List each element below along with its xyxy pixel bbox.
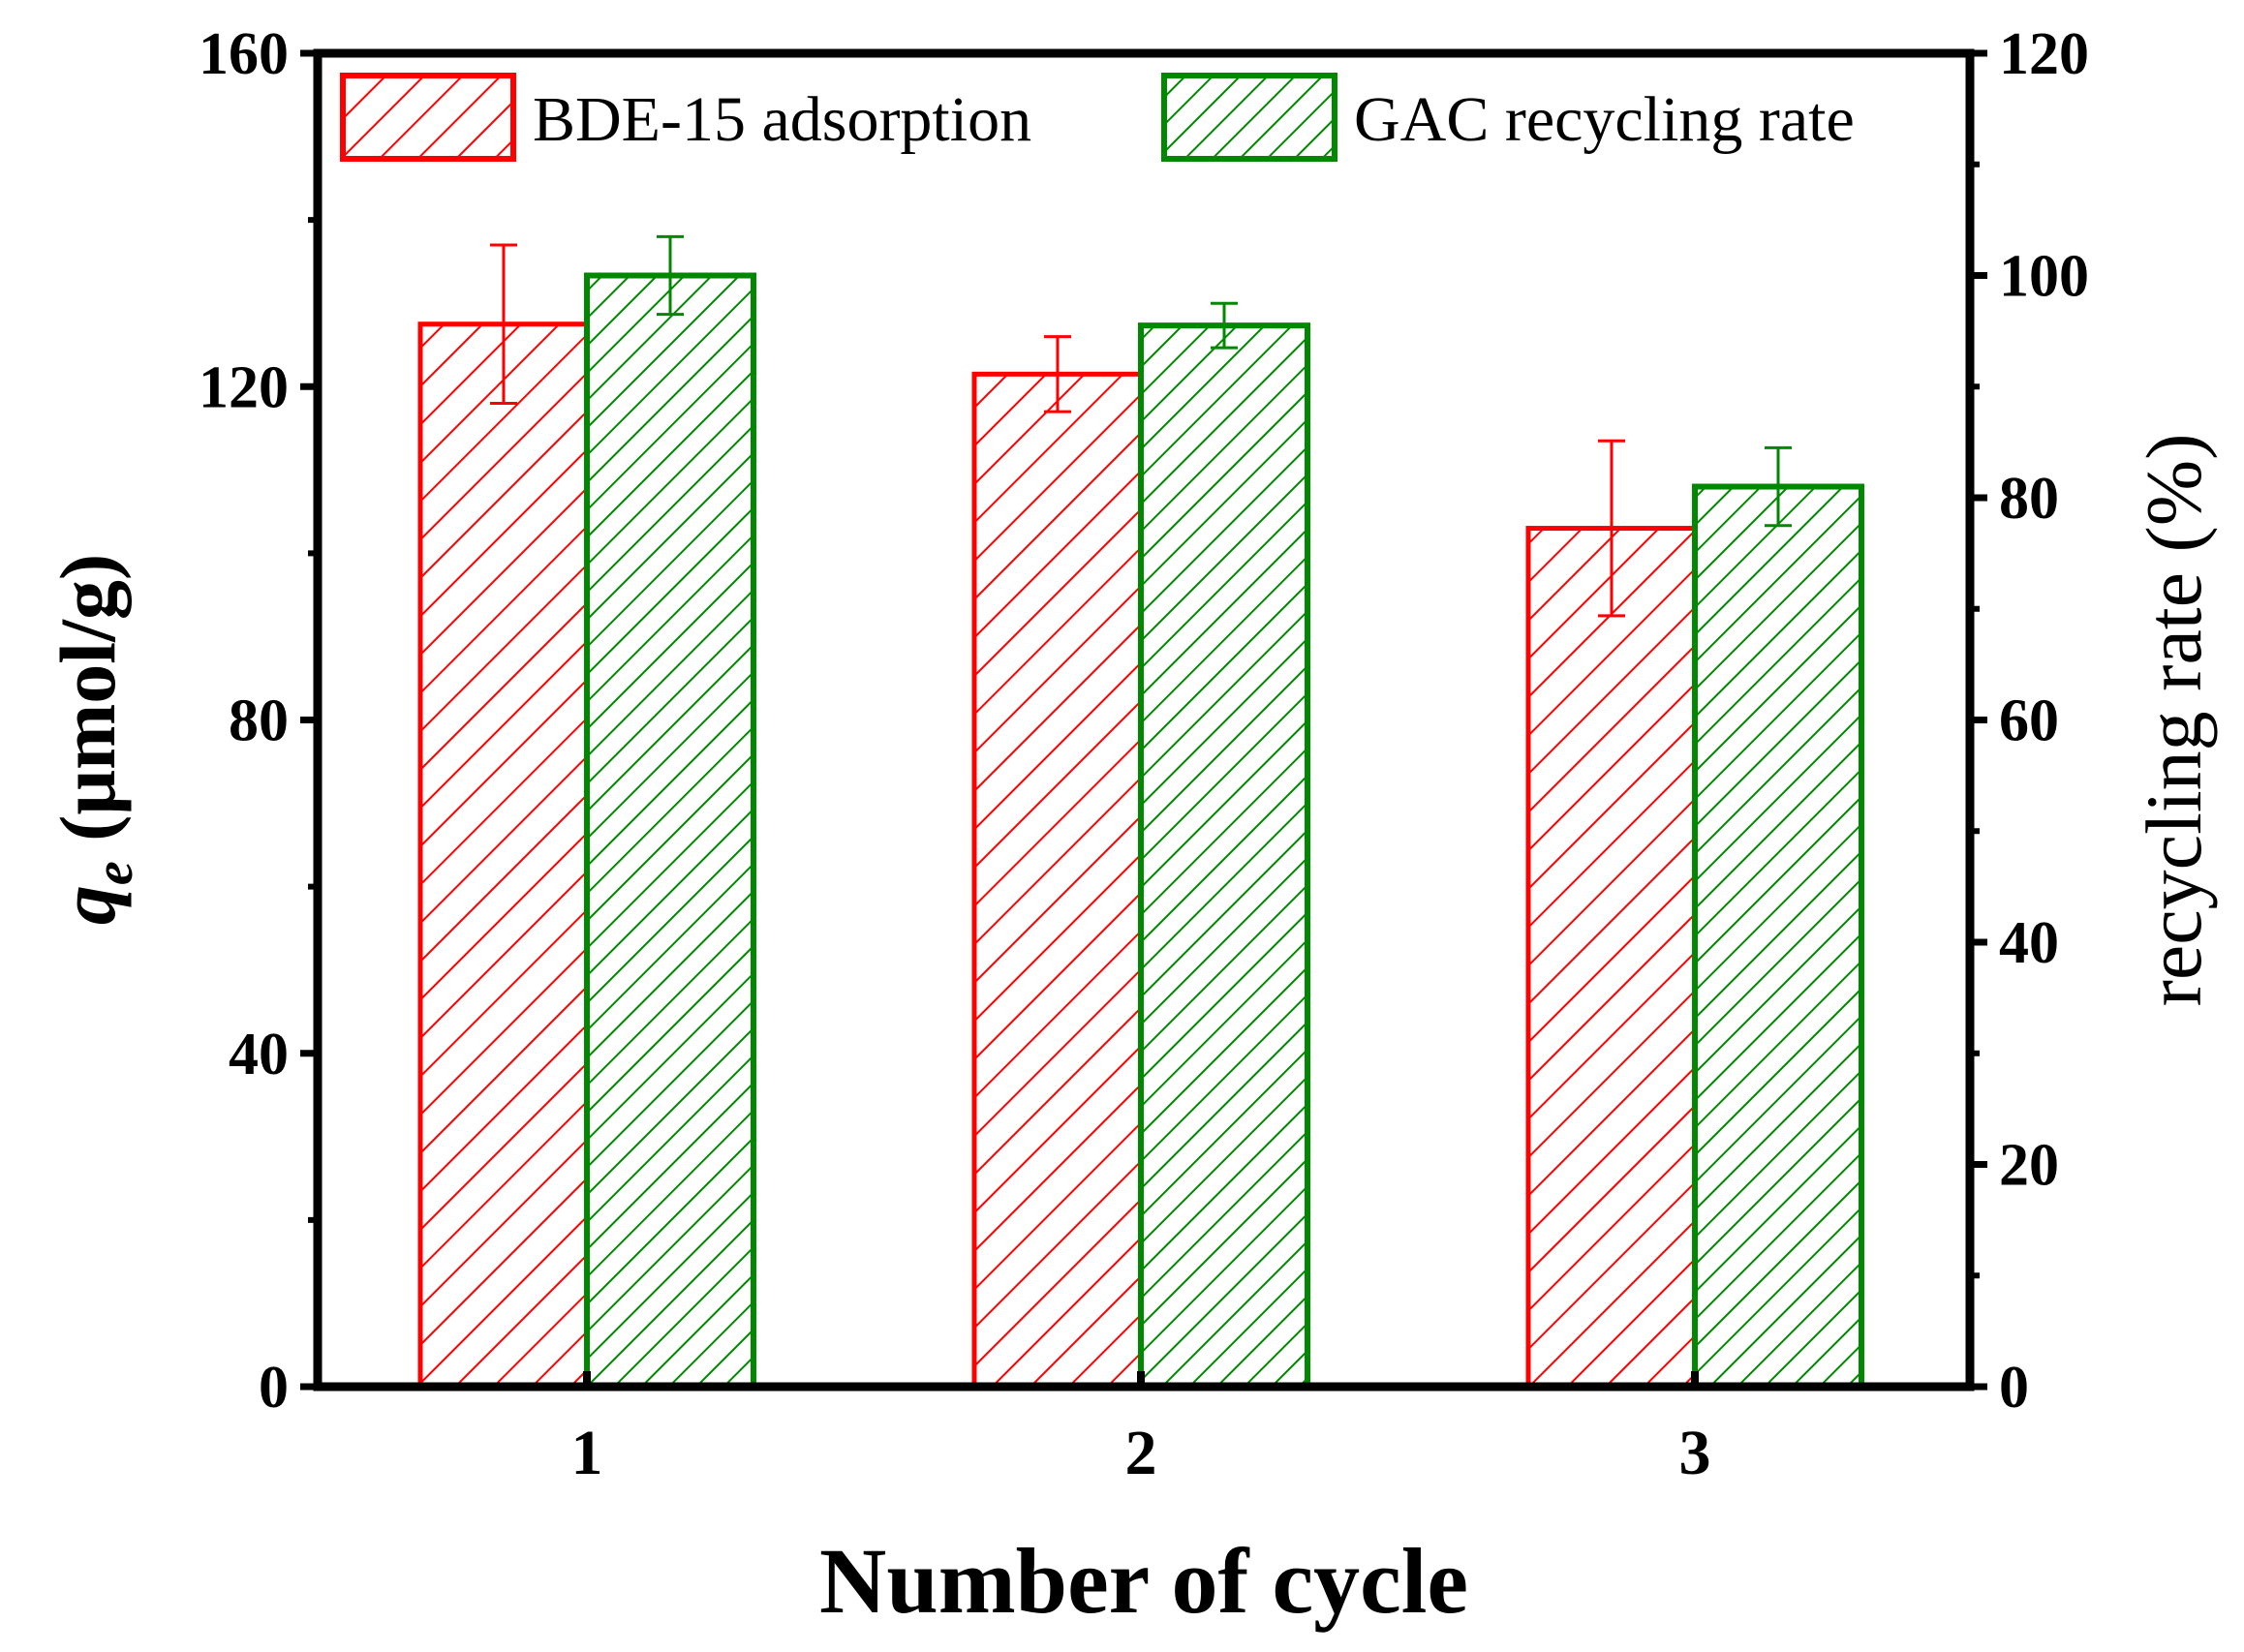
y2-tick-label: 120 (1999, 21, 2089, 87)
legend-swatch-gac (1161, 73, 1337, 162)
y2-axis-title: recycling rate (%) (2130, 434, 2218, 1007)
y2-tick-label: 60 (1999, 688, 2059, 754)
legend: BDE-15 adsorption GAC recycling rate (340, 73, 1855, 162)
x-tick-label: 3 (1679, 1418, 1711, 1488)
x-tick-label: 2 (1125, 1418, 1157, 1488)
axis-labels: Number of cycle qe (μmol/g) recycling rate… (44, 434, 2218, 1633)
x-axis-title: Number of cycle (819, 1529, 1468, 1633)
bar-gac-cycle-1 (584, 272, 756, 1390)
y2-tick-label: 40 (1999, 910, 2059, 976)
legend-label-bde15: BDE-15 adsorption (533, 84, 1031, 155)
bar-gac-cycle-2 (1138, 322, 1310, 1391)
y-axis-title: qe (μmol/g) (44, 554, 144, 925)
y-tick-label: 160 (199, 21, 289, 87)
y2-tick-label: 20 (1999, 1133, 2059, 1199)
bars-layer (417, 234, 1864, 1391)
y-tick-label: 0 (259, 1355, 289, 1421)
y-tick-label: 80 (229, 688, 289, 754)
bar-gac-cycle-3 (1692, 483, 1864, 1390)
y2-tick-label: 80 (1999, 466, 2059, 532)
y-tick-label: 40 (229, 1022, 289, 1087)
x-tick-label: 1 (571, 1418, 603, 1488)
y-axis-subscript: e (84, 861, 144, 885)
legend-label-gac: GAC recycling rate (1354, 84, 1855, 155)
axes-layer: 0 40 80 120 160 0 20 40 60 80 100 120 1 2 3 (199, 21, 2089, 1488)
y2-tick-label: 0 (1999, 1355, 2029, 1421)
y2-tick-label: 100 (1999, 244, 2089, 310)
bar-bde15-cycle-1 (417, 321, 590, 1390)
legend-swatch-bde15 (340, 73, 516, 162)
y-axis-symbol: q (44, 885, 132, 925)
y-tick-label: 120 (199, 354, 289, 420)
y-axis-unit: (μmol/g) (44, 554, 132, 861)
bar-bde15-cycle-3 (1525, 526, 1698, 1390)
bar-bde15-cycle-2 (971, 371, 1144, 1390)
